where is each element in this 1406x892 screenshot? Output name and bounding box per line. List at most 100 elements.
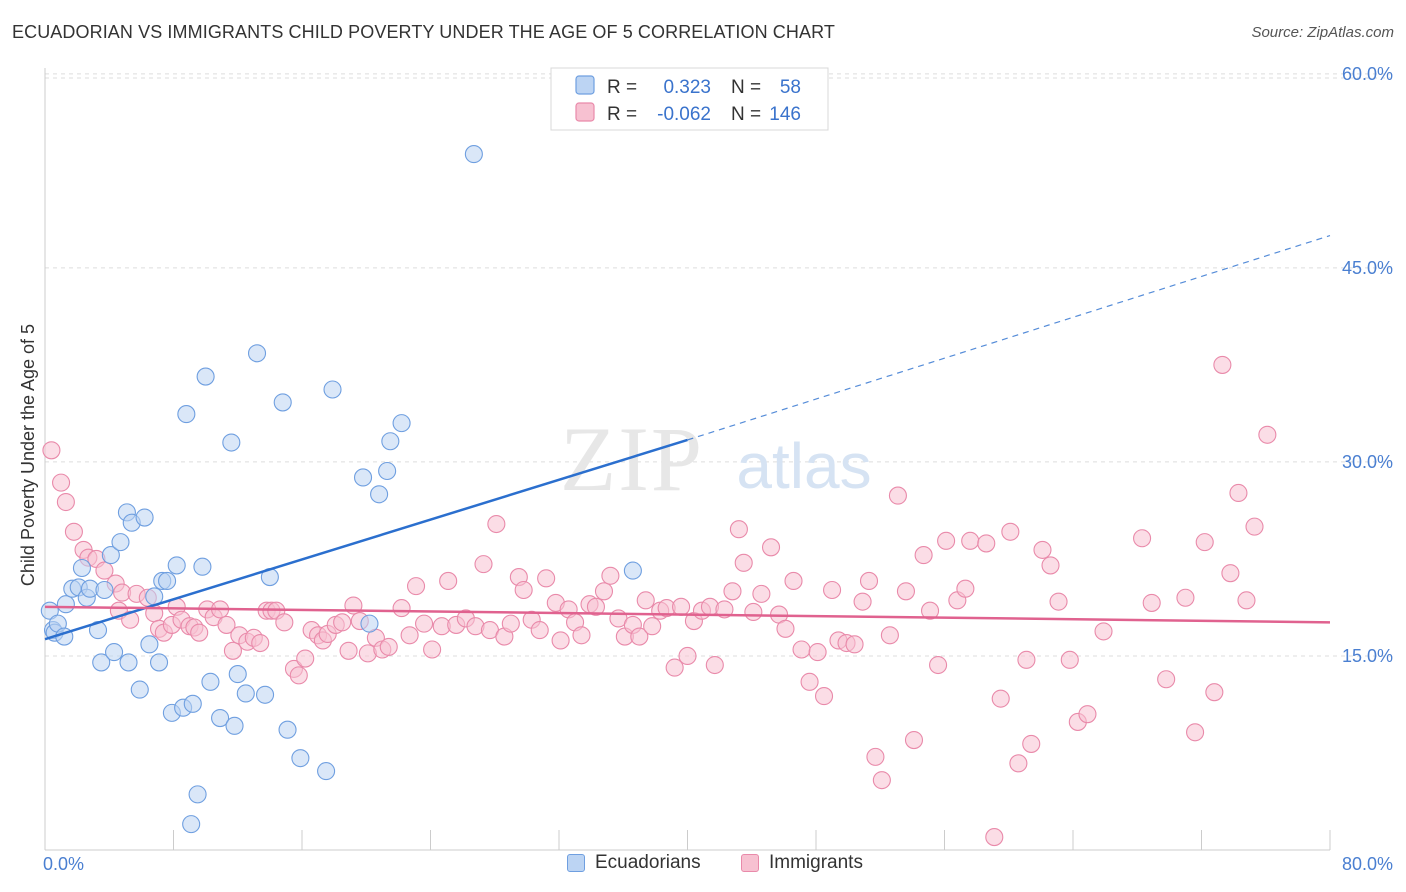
immigrant-point <box>859 571 879 590</box>
immigrant-point <box>643 617 662 636</box>
legend-label-immigrants: Immigrants <box>769 852 863 873</box>
ecuadorian-point <box>392 414 411 433</box>
immigrant-point <box>594 582 614 601</box>
immigrant-point <box>920 601 940 620</box>
y-axis-label: Child Poverty Under the Age of 5 <box>18 324 38 586</box>
legend-r-label-2: R = <box>607 104 637 125</box>
immigrant-point <box>991 689 1010 708</box>
immigrant-point <box>339 641 358 660</box>
immigrant-point <box>977 534 996 553</box>
immigrant-point <box>880 626 899 645</box>
immigrant-point <box>1017 650 1036 669</box>
ecuadorian-point <box>323 380 342 399</box>
legend-swatch-ecuadorians <box>567 854 585 872</box>
immigrant-point <box>1133 529 1152 548</box>
ecuadorian-point <box>72 558 91 578</box>
legend-swatch-immigrants <box>741 854 759 872</box>
y-tick-label: 15.0% <box>1342 646 1393 666</box>
immigrant-point <box>744 602 763 622</box>
immigrant-point <box>333 613 352 632</box>
legend-label-ecuadorians: Ecuadorians <box>595 852 701 873</box>
immigrant-point <box>1245 517 1264 536</box>
immigrant-point <box>1229 483 1248 503</box>
ecuadorian-point <box>193 557 212 576</box>
x-tick-label: 80.0% <box>1342 854 1393 874</box>
immigrant-point <box>64 522 83 541</box>
ecuadorian-point <box>464 145 483 164</box>
immigrant-point <box>1001 522 1020 541</box>
immigrant-point <box>1009 754 1028 773</box>
ecuadorian-point <box>228 665 247 684</box>
ecuadorian-point <box>291 749 310 768</box>
legend-n-value-1: 58 <box>780 77 801 98</box>
immigrant-point <box>423 640 442 659</box>
chart-title: ECUADORIAN VS IMMIGRANTS CHILD POVERTY U… <box>12 22 835 42</box>
ecuadorian-point <box>92 653 111 672</box>
ecuadorian-point <box>353 468 373 487</box>
ecuadorian-point <box>158 571 177 590</box>
immigrant-point <box>537 569 556 588</box>
ecuadorian-point <box>378 461 397 481</box>
ecuadorian-point <box>105 643 124 662</box>
immigrant-point <box>1060 650 1079 669</box>
ecuadorian-point <box>167 556 186 575</box>
immigrant-point <box>487 514 506 534</box>
ecuadorian-point <box>225 716 244 735</box>
immigrant-point <box>678 646 697 666</box>
ecuadorian-point <box>370 485 389 504</box>
immigrant-point <box>776 619 795 638</box>
legend-item-ecuadorians: Ecuadorians <box>567 852 701 874</box>
x-tick-label: 0.0% <box>43 854 84 874</box>
immigrant-point <box>42 441 61 460</box>
immigrant-point <box>296 649 315 668</box>
immigrant-point <box>866 747 885 766</box>
immigrant-point <box>845 635 864 654</box>
immigrant-point <box>1176 588 1195 607</box>
immigrant-point <box>52 473 71 492</box>
immigrant-point <box>914 546 933 565</box>
immigrant-point <box>474 555 493 574</box>
ecuadorian-point <box>211 709 230 728</box>
immigrant-point <box>121 610 140 629</box>
ecuadorian-point <box>149 653 169 672</box>
ecuadorian-point <box>111 533 130 552</box>
immigrant-point <box>896 582 916 601</box>
immigrant-point <box>665 658 684 677</box>
immigrant-point <box>190 623 209 642</box>
legend-n-label-1: N = <box>731 77 761 98</box>
immigrant-point <box>872 771 891 790</box>
legend-swatch-immigrants <box>575 102 595 122</box>
y-tick-label: 45.0% <box>1342 258 1393 278</box>
immigrant-point <box>217 615 236 634</box>
watermark-zip: ZIP <box>560 408 704 510</box>
ecuadorian-point <box>623 561 642 580</box>
ecuadorian-point <box>278 720 297 739</box>
y-tick-label: 60.0% <box>1342 64 1393 84</box>
immigrant-point <box>586 597 605 616</box>
immigrant-point <box>439 571 458 590</box>
immigrant-point <box>734 553 753 572</box>
ecuadorian-point <box>201 672 220 691</box>
immigrant-point <box>1237 591 1256 610</box>
immigrant-point <box>601 566 620 585</box>
ecuadorian-point <box>130 680 149 699</box>
ecuadorian-point <box>222 433 241 452</box>
ecuadorian-point <box>256 685 275 704</box>
immigrant-point <box>761 538 781 557</box>
immigrant-point <box>961 531 980 550</box>
immigrant-point <box>1078 705 1097 724</box>
immigrant-point <box>715 600 734 619</box>
immigrant-point <box>1049 592 1068 611</box>
immigrant-point <box>814 687 834 706</box>
immigrant-point <box>1205 683 1224 702</box>
ecuadorian-point <box>196 367 215 386</box>
ecuadorian-point <box>95 580 114 600</box>
immigrant-point <box>1142 593 1161 612</box>
immigrant-point <box>415 614 434 633</box>
immigrant-point <box>56 492 75 512</box>
immigrant-point <box>823 580 842 600</box>
legend-r-label-1: R = <box>607 77 637 98</box>
ecuadorian-point <box>183 694 202 713</box>
immigrant-point <box>275 613 294 632</box>
legend-r-value-1: 0.323 <box>663 77 711 98</box>
